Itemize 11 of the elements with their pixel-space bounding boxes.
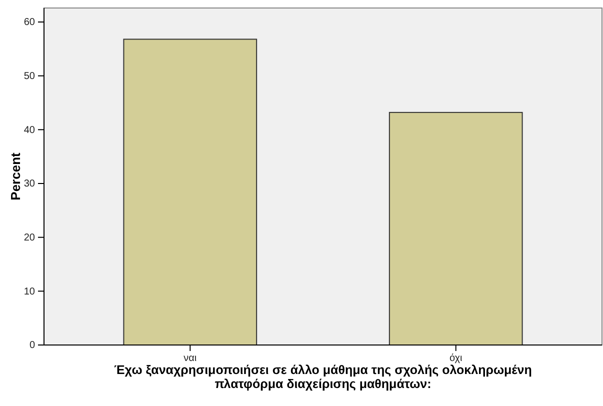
y-tick-label: 30 (24, 178, 36, 190)
y-tick-label: 0 (29, 340, 36, 352)
y-tick-label: 50 (24, 71, 36, 82)
y-tick-label: 20 (24, 232, 36, 244)
x-tick-label: όχι (449, 353, 462, 364)
x-tick-label: ναι (184, 353, 197, 364)
y-tick-label: 10 (24, 286, 36, 298)
y-tick-label: 40 (24, 124, 36, 136)
y-axis-title: Percent (8, 152, 23, 200)
x-axis-title: Έχω ξαναχρησιμοποιήσει σε άλλο μάθημα της σχολής ολοκληρωμένη πλατφόρμα διαχείρισης μαθημάτων: (114, 363, 532, 391)
y-tick-label: 60 (24, 17, 36, 28)
